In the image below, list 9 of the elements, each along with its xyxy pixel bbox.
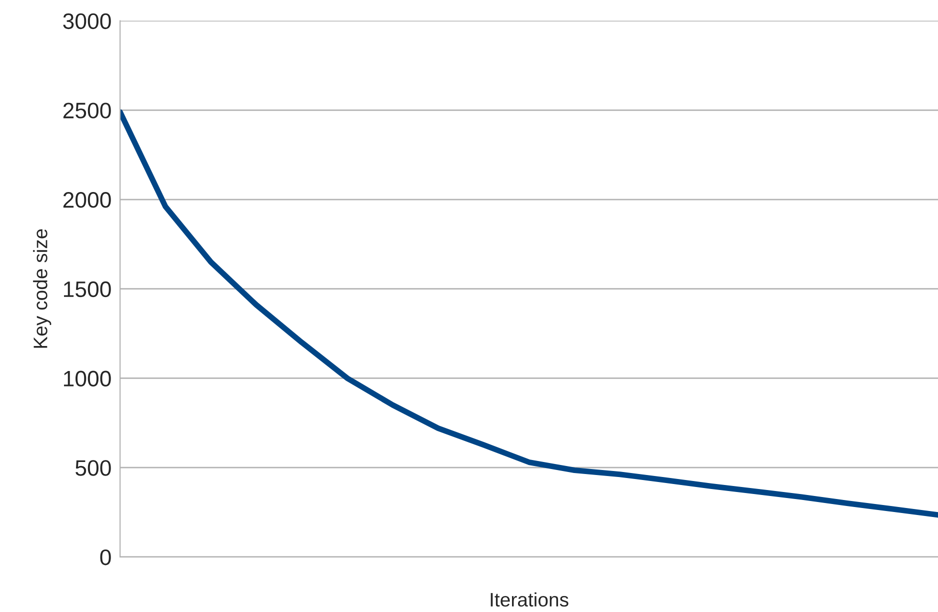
x-axis-title: Iterations bbox=[490, 592, 568, 607]
y-tick-label: 2000 bbox=[63, 192, 111, 208]
y-tick-label: 2500 bbox=[63, 102, 111, 118]
y-tick-label: 500 bbox=[76, 460, 111, 476]
y-tick-label: 3000 bbox=[63, 13, 111, 30]
y-axis-title: Key code size bbox=[33, 229, 52, 348]
y-tick-label: 0 bbox=[100, 549, 111, 566]
y-tick-label: 1000 bbox=[64, 370, 111, 386]
y-tick-label: 1500 bbox=[64, 281, 111, 298]
